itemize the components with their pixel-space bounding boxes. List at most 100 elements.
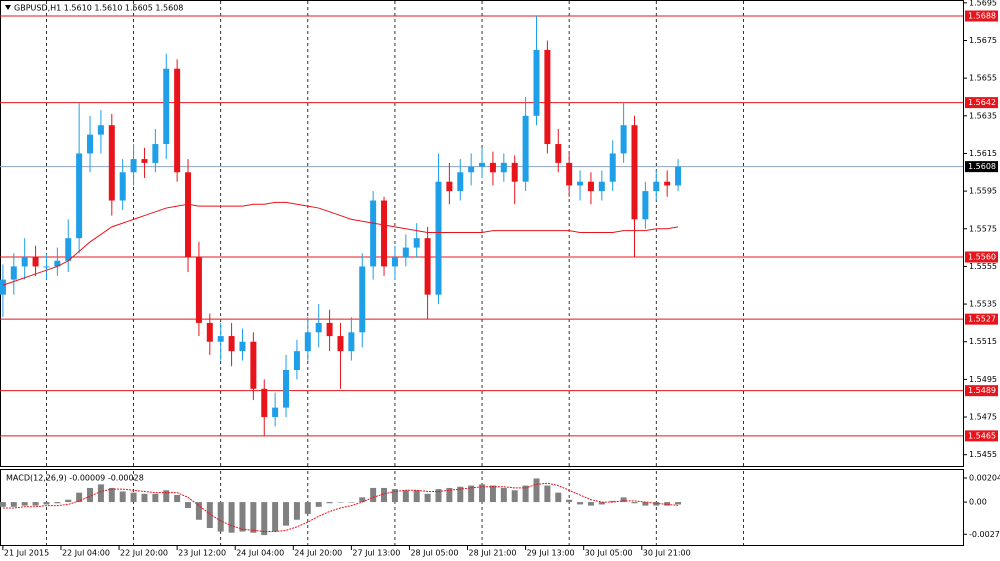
candle-body [522, 115, 529, 182]
macd-bar [141, 493, 148, 503]
candle-body [130, 159, 137, 173]
y-tick-label: 1.5535 [969, 300, 997, 309]
candle-body [424, 238, 431, 295]
x-tick-label: 22 Jul 20:00 [120, 549, 168, 558]
macd-signal [2, 482, 679, 533]
macd-bar [272, 502, 279, 532]
macd-bar [359, 497, 366, 503]
macd-bar [326, 502, 333, 504]
macd-bar [424, 493, 431, 503]
candle-body [239, 341, 246, 352]
candle-body [577, 181, 584, 186]
macd-bar [522, 485, 529, 503]
x-tick-label: 28 Jul 05:00 [410, 549, 458, 558]
macd-bar [675, 502, 682, 505]
level-tag [965, 430, 998, 442]
macd-bar [10, 502, 17, 507]
candle-body [468, 166, 475, 173]
candle-body [381, 200, 388, 267]
macd-bar [468, 485, 475, 503]
candle-body [326, 322, 333, 337]
macd-bar [370, 487, 377, 503]
y-tick-label: 0.00204 [969, 474, 1000, 483]
level-tag [965, 251, 998, 263]
macd-bar [283, 502, 290, 526]
macd-bar [315, 502, 322, 507]
macd-bar [391, 489, 398, 503]
candle-body [65, 238, 72, 261]
candle-body [555, 144, 562, 163]
candle-body [43, 266, 50, 268]
macd-bar [195, 502, 202, 520]
macd-label: MACD(12,26,9) -0.00009 -0.00028 [6, 474, 144, 483]
macd-bar [587, 502, 594, 506]
macd-bar [250, 502, 257, 533]
candle-body [446, 181, 453, 192]
macd-bar [76, 492, 83, 503]
level-label: 1.5560 [968, 253, 996, 262]
macd-bar [642, 502, 649, 506]
level-tag [965, 10, 998, 22]
candle-body [544, 49, 551, 145]
y-tick-label: 1.5515 [969, 337, 997, 346]
macd-bar [631, 502, 638, 504]
macd-bar [261, 502, 268, 536]
macd-bar [108, 487, 115, 503]
macd-bar [87, 487, 94, 503]
candle-body [413, 238, 420, 248]
macd-bar [609, 500, 616, 503]
macd-bar [544, 485, 551, 503]
level-tag [965, 313, 998, 325]
candle-body [217, 336, 224, 342]
macd-bar [479, 484, 486, 503]
macd-bar [598, 502, 605, 505]
y-tick-label: 1.5555 [969, 262, 997, 271]
candle-body [141, 159, 148, 163]
candle-body [631, 125, 638, 220]
candle-body [174, 68, 181, 173]
macd-bar [664, 502, 671, 506]
candle-body [457, 172, 464, 192]
macd-bar [54, 502, 61, 504]
candle-body [87, 134, 94, 154]
candle-body [76, 153, 83, 239]
y-tick-label: 1.5595 [969, 187, 997, 196]
candle-body [250, 341, 257, 389]
x-tick-label: 27 Jul 13:00 [352, 549, 400, 558]
candle-body [108, 125, 115, 201]
x-tick-label: 24 Jul 04:00 [236, 549, 284, 558]
candle-body [97, 125, 104, 135]
y-tick-label: 1.5455 [969, 450, 997, 459]
candle-body [664, 181, 671, 186]
candle-body [119, 172, 126, 201]
x-tick-label: 21 Jul 2015 [4, 549, 49, 558]
candle-body [195, 257, 202, 323]
macd-bar [381, 487, 388, 503]
macd-bar [566, 499, 573, 503]
current-price-tag [965, 161, 998, 173]
macd-bar [65, 499, 72, 503]
macd-bar [0, 502, 6, 507]
candle-body [370, 200, 377, 267]
price-panel [0, 0, 964, 467]
x-tick-label: 30 Jul 05:00 [585, 549, 633, 558]
macd-bar [500, 487, 507, 503]
moving-average [2, 201, 679, 286]
y-tick-label: 1.5495 [969, 375, 997, 384]
macd-bar [511, 490, 518, 503]
level-label: 1.5688 [968, 12, 996, 21]
x-tick-label: 29 Jul 13:00 [527, 549, 575, 558]
candle-body [163, 68, 170, 145]
macd-bar [21, 502, 28, 506]
candle-body [54, 260, 61, 267]
x-tick-label: 30 Jul 21:00 [643, 549, 691, 558]
candle-body [435, 181, 442, 295]
menu-icon[interactable] [5, 5, 11, 10]
macd-bar [119, 491, 126, 503]
candle-body [261, 388, 268, 418]
candle-body [293, 351, 300, 370]
candle-body [533, 49, 540, 116]
macd-bar [555, 492, 562, 503]
candle-body [283, 369, 290, 408]
